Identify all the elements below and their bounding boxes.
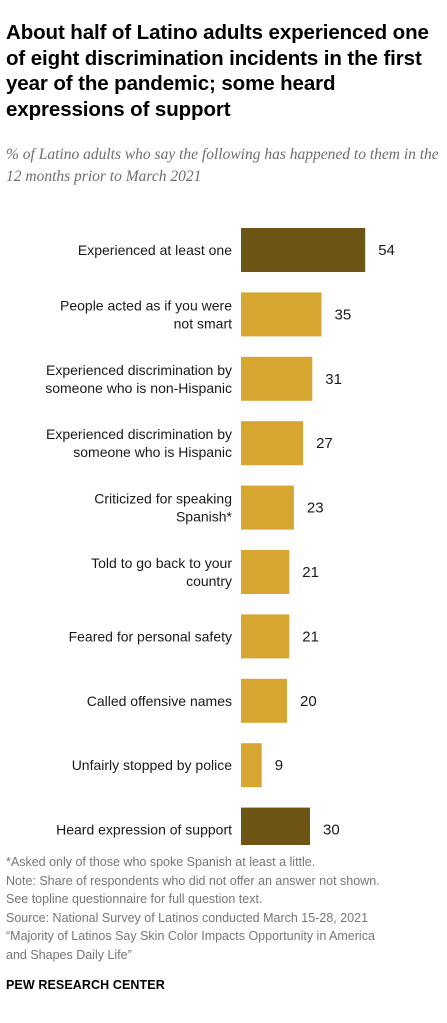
data-label: 21 <box>302 564 319 581</box>
bar <box>241 228 366 272</box>
bar <box>241 421 304 466</box>
note-line: Note: Share of respondents who did not o… <box>6 873 380 888</box>
bar <box>241 485 294 530</box>
chart-notes: *Asked only of those who spoke Spanish a… <box>6 853 444 964</box>
brand-logo-text: PEW RESEARCH CENTER <box>6 978 165 992</box>
data-label: 31 <box>325 371 342 388</box>
data-label: 21 <box>302 628 319 645</box>
source-line: “Majority of Latinos Say Skin Color Impa… <box>6 929 375 943</box>
data-label: 23 <box>307 500 324 517</box>
category-label: Called offensive names <box>87 693 232 709</box>
category-label-line: Feared for personal safety <box>69 628 232 644</box>
category-label: Feared for personal safety <box>69 628 232 644</box>
category-label-line: Criticized for speaking <box>94 491 232 507</box>
category-label: Unfairly stopped by police <box>72 757 233 773</box>
category-label-line: not smart <box>174 315 232 331</box>
category-label-line: Spanish* <box>176 509 233 525</box>
category-label: Criticized for speaking Spanish* <box>94 491 232 525</box>
category-label-line: Heard expression of support <box>56 822 232 838</box>
chart-subtitle: % of Latino adults who say the following… <box>6 146 439 185</box>
data-label: 30 <box>323 822 340 839</box>
category-label-line: People acted as if you were <box>60 297 232 313</box>
bar <box>241 614 290 659</box>
category-label: Experienced discrimination by someone who… <box>46 426 232 460</box>
category-label-line: Told to go back to your <box>91 555 232 571</box>
category-label: Told to go back to your country <box>91 555 232 589</box>
footnote-asterisk: *Asked only of those who spoke Spanish a… <box>6 855 316 869</box>
category-label-line: someone who is non-Hispanic <box>45 380 232 396</box>
data-label: 54 <box>378 242 395 259</box>
category-label-line: Experienced discrimination by <box>46 426 232 442</box>
data-label: 9 <box>275 757 283 774</box>
bar-chart: 54 Experienced at least one 35 People acted… <box>45 228 395 845</box>
category-label: People acted as if you were not smart <box>60 297 232 331</box>
data-label: 27 <box>316 435 333 452</box>
category-label-line: country <box>186 573 232 589</box>
bar <box>241 356 313 401</box>
bar <box>241 807 310 845</box>
data-label: 20 <box>300 693 317 710</box>
bar <box>241 292 322 337</box>
data-label: 35 <box>335 306 352 323</box>
note-line: See topline questionnaire for full quest… <box>6 892 263 906</box>
category-label-line: someone who is Hispanic <box>73 444 232 460</box>
source-line: and Shapes Daily Life” <box>6 947 132 962</box>
category-label-line: Called offensive names <box>87 693 232 709</box>
category-label: Experienced discrimination by someone who… <box>45 362 232 396</box>
category-label: Heard expression of support <box>56 822 232 838</box>
source-line: Source: National Survey of Latinos condu… <box>6 910 369 925</box>
category-label-line: Unfairly stopped by police <box>72 757 233 773</box>
category-label-line: Experienced at least one <box>78 242 232 258</box>
bar <box>241 678 287 723</box>
category-label-line: Experienced discrimination by <box>46 362 232 378</box>
category-label: Experienced at least one <box>78 242 232 258</box>
bar <box>241 550 290 594</box>
chart-title: About half of Latino adults experienced … <box>6 21 429 121</box>
bar <box>241 743 262 788</box>
